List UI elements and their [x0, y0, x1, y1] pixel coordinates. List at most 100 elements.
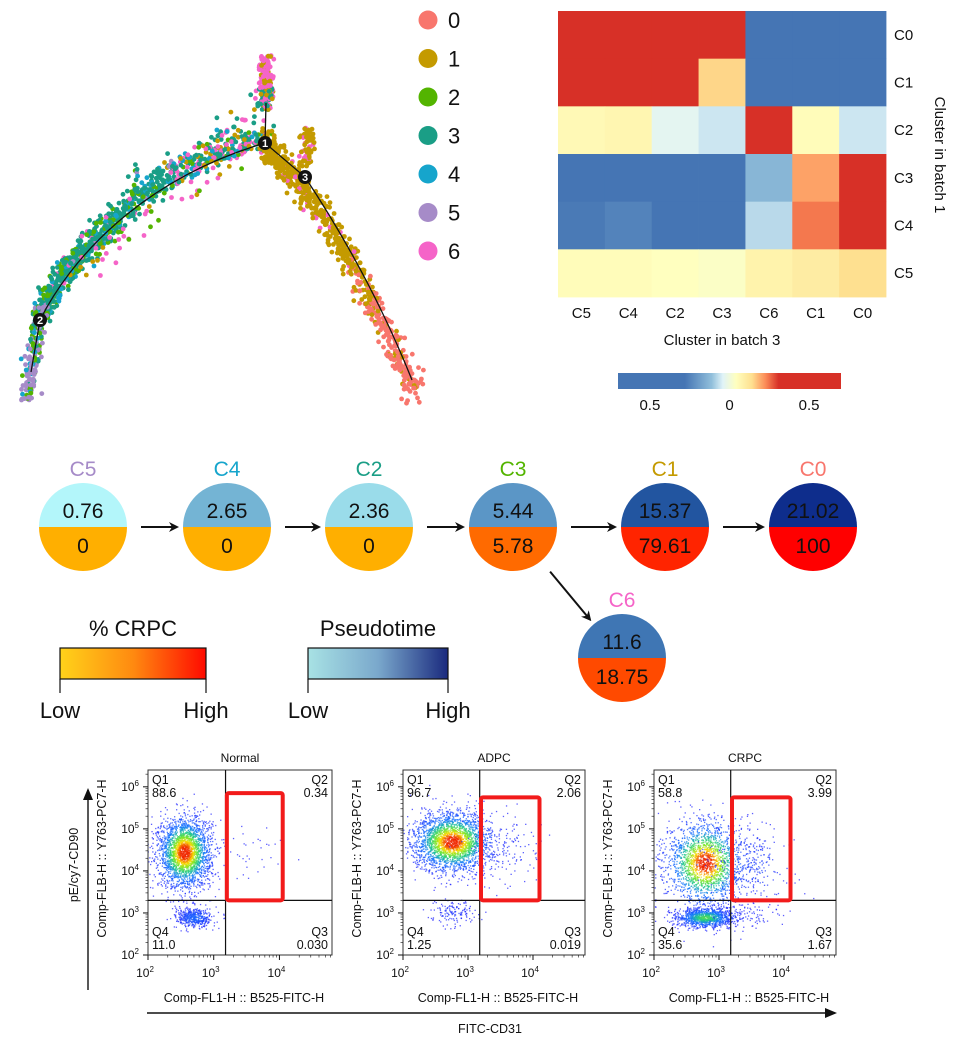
- flow-event: [209, 820, 211, 822]
- flow-event: [208, 846, 210, 848]
- flow-event: [196, 871, 199, 874]
- pseudotime-value: 5.44: [493, 500, 534, 523]
- heatmap-cell-C5-C2: [651, 249, 699, 298]
- cell-point-cluster-3: [123, 206, 129, 212]
- flow-event: [156, 856, 158, 858]
- flow-event: [173, 882, 175, 885]
- flow-event: [189, 832, 192, 834]
- flow-event: [171, 832, 173, 834]
- cell-point-cluster-1: [310, 211, 315, 217]
- flow-event: [181, 841, 183, 843]
- flow-event: [146, 846, 147, 847]
- cell-point-cluster-6: [93, 245, 99, 251]
- flow-event: [164, 836, 166, 838]
- cell-point-cluster-1: [285, 174, 291, 180]
- cell-point-cluster-2: [148, 209, 154, 214]
- flow-event: [168, 853, 171, 856]
- flow-event: [173, 835, 175, 837]
- cell-point-cluster-3: [178, 171, 184, 177]
- flow-event: [169, 834, 171, 836]
- flow-event: [160, 872, 162, 874]
- flow-event: [170, 866, 173, 868]
- cell-point-cluster-5: [27, 346, 33, 352]
- branch-node-2: 2: [33, 313, 47, 327]
- flow-event: [161, 878, 163, 880]
- flow-event: [156, 844, 158, 846]
- flow-event: [212, 864, 214, 866]
- flow-event: [208, 854, 210, 856]
- flow-event: [195, 829, 197, 831]
- flow-event: [160, 841, 163, 843]
- flow-event: [156, 836, 158, 838]
- flow-event: [179, 876, 181, 879]
- flow-event: [156, 866, 159, 868]
- flow-event: [189, 864, 191, 866]
- flow-event: [168, 876, 170, 878]
- cell-point-cluster-6: [210, 165, 216, 171]
- flow-event: [211, 863, 213, 865]
- flow-event: [187, 813, 189, 816]
- flow-event: [167, 874, 169, 876]
- flow-event: [200, 844, 202, 846]
- flow-event: [173, 868, 175, 870]
- heatmap-cell-C2-C0: [839, 106, 887, 155]
- cell-point-cluster-3: [231, 124, 237, 130]
- flow-event: [173, 865, 175, 867]
- flow-event: [189, 848, 192, 850]
- flow-event: [191, 873, 194, 875]
- flow-event: [197, 811, 199, 813]
- flow-event: [195, 823, 197, 825]
- flow-event: [173, 874, 176, 876]
- trajectory-branch-right-arm: [264, 142, 413, 381]
- cell-point-cluster-4: [231, 153, 237, 159]
- flow-event: [195, 845, 198, 847]
- flow-event: [152, 887, 154, 889]
- flow-event: [200, 811, 202, 813]
- flow-event: [169, 838, 171, 840]
- flow-event: [212, 868, 214, 871]
- cell-point-cluster-2: [148, 224, 153, 230]
- cell-point-cluster-6: [189, 194, 195, 200]
- flow-event: [177, 874, 180, 876]
- cell-point-cluster-3: [155, 166, 160, 172]
- flow-event: [197, 846, 199, 848]
- flow-event: [174, 874, 177, 876]
- legend-swatch: [418, 203, 438, 222]
- flow-event: [175, 840, 177, 842]
- flow-event: [176, 880, 178, 883]
- cell-point-cluster-2: [93, 251, 99, 257]
- flow-event: [160, 884, 162, 886]
- flow-event: [204, 846, 207, 848]
- flow-event: [206, 916, 208, 918]
- flow-event: [198, 829, 200, 831]
- flow-event: [207, 844, 210, 846]
- flow-event: [172, 852, 175, 855]
- flow-event: [194, 834, 197, 837]
- flow-event: [186, 865, 188, 867]
- flow-event: [167, 838, 169, 840]
- flow-event: [180, 909, 182, 911]
- crpc-half: [325, 527, 413, 571]
- flow-event: [169, 842, 171, 845]
- flow-event: [172, 818, 174, 821]
- flow-event: [195, 840, 197, 843]
- flow-event: [202, 821, 205, 824]
- flow-event: [179, 870, 181, 872]
- flow-event: [170, 860, 172, 862]
- flow-event: [175, 885, 177, 887]
- flow-event: [188, 838, 191, 840]
- flow-event: [169, 825, 171, 828]
- flow-event: [201, 861, 204, 863]
- flow-event: [174, 856, 176, 858]
- flow-event: [206, 862, 208, 865]
- flow-event: [168, 872, 170, 874]
- flow-event: [194, 874, 196, 876]
- flow-event: [167, 839, 169, 841]
- cell-point-cluster-1: [298, 205, 303, 211]
- cell-point-cluster-0: [395, 349, 400, 355]
- flow-event: [163, 873, 165, 875]
- flow-event: [165, 847, 167, 849]
- flow-event: [206, 875, 208, 877]
- cell-point-cluster-2: [28, 325, 34, 331]
- flow-event: [162, 847, 164, 850]
